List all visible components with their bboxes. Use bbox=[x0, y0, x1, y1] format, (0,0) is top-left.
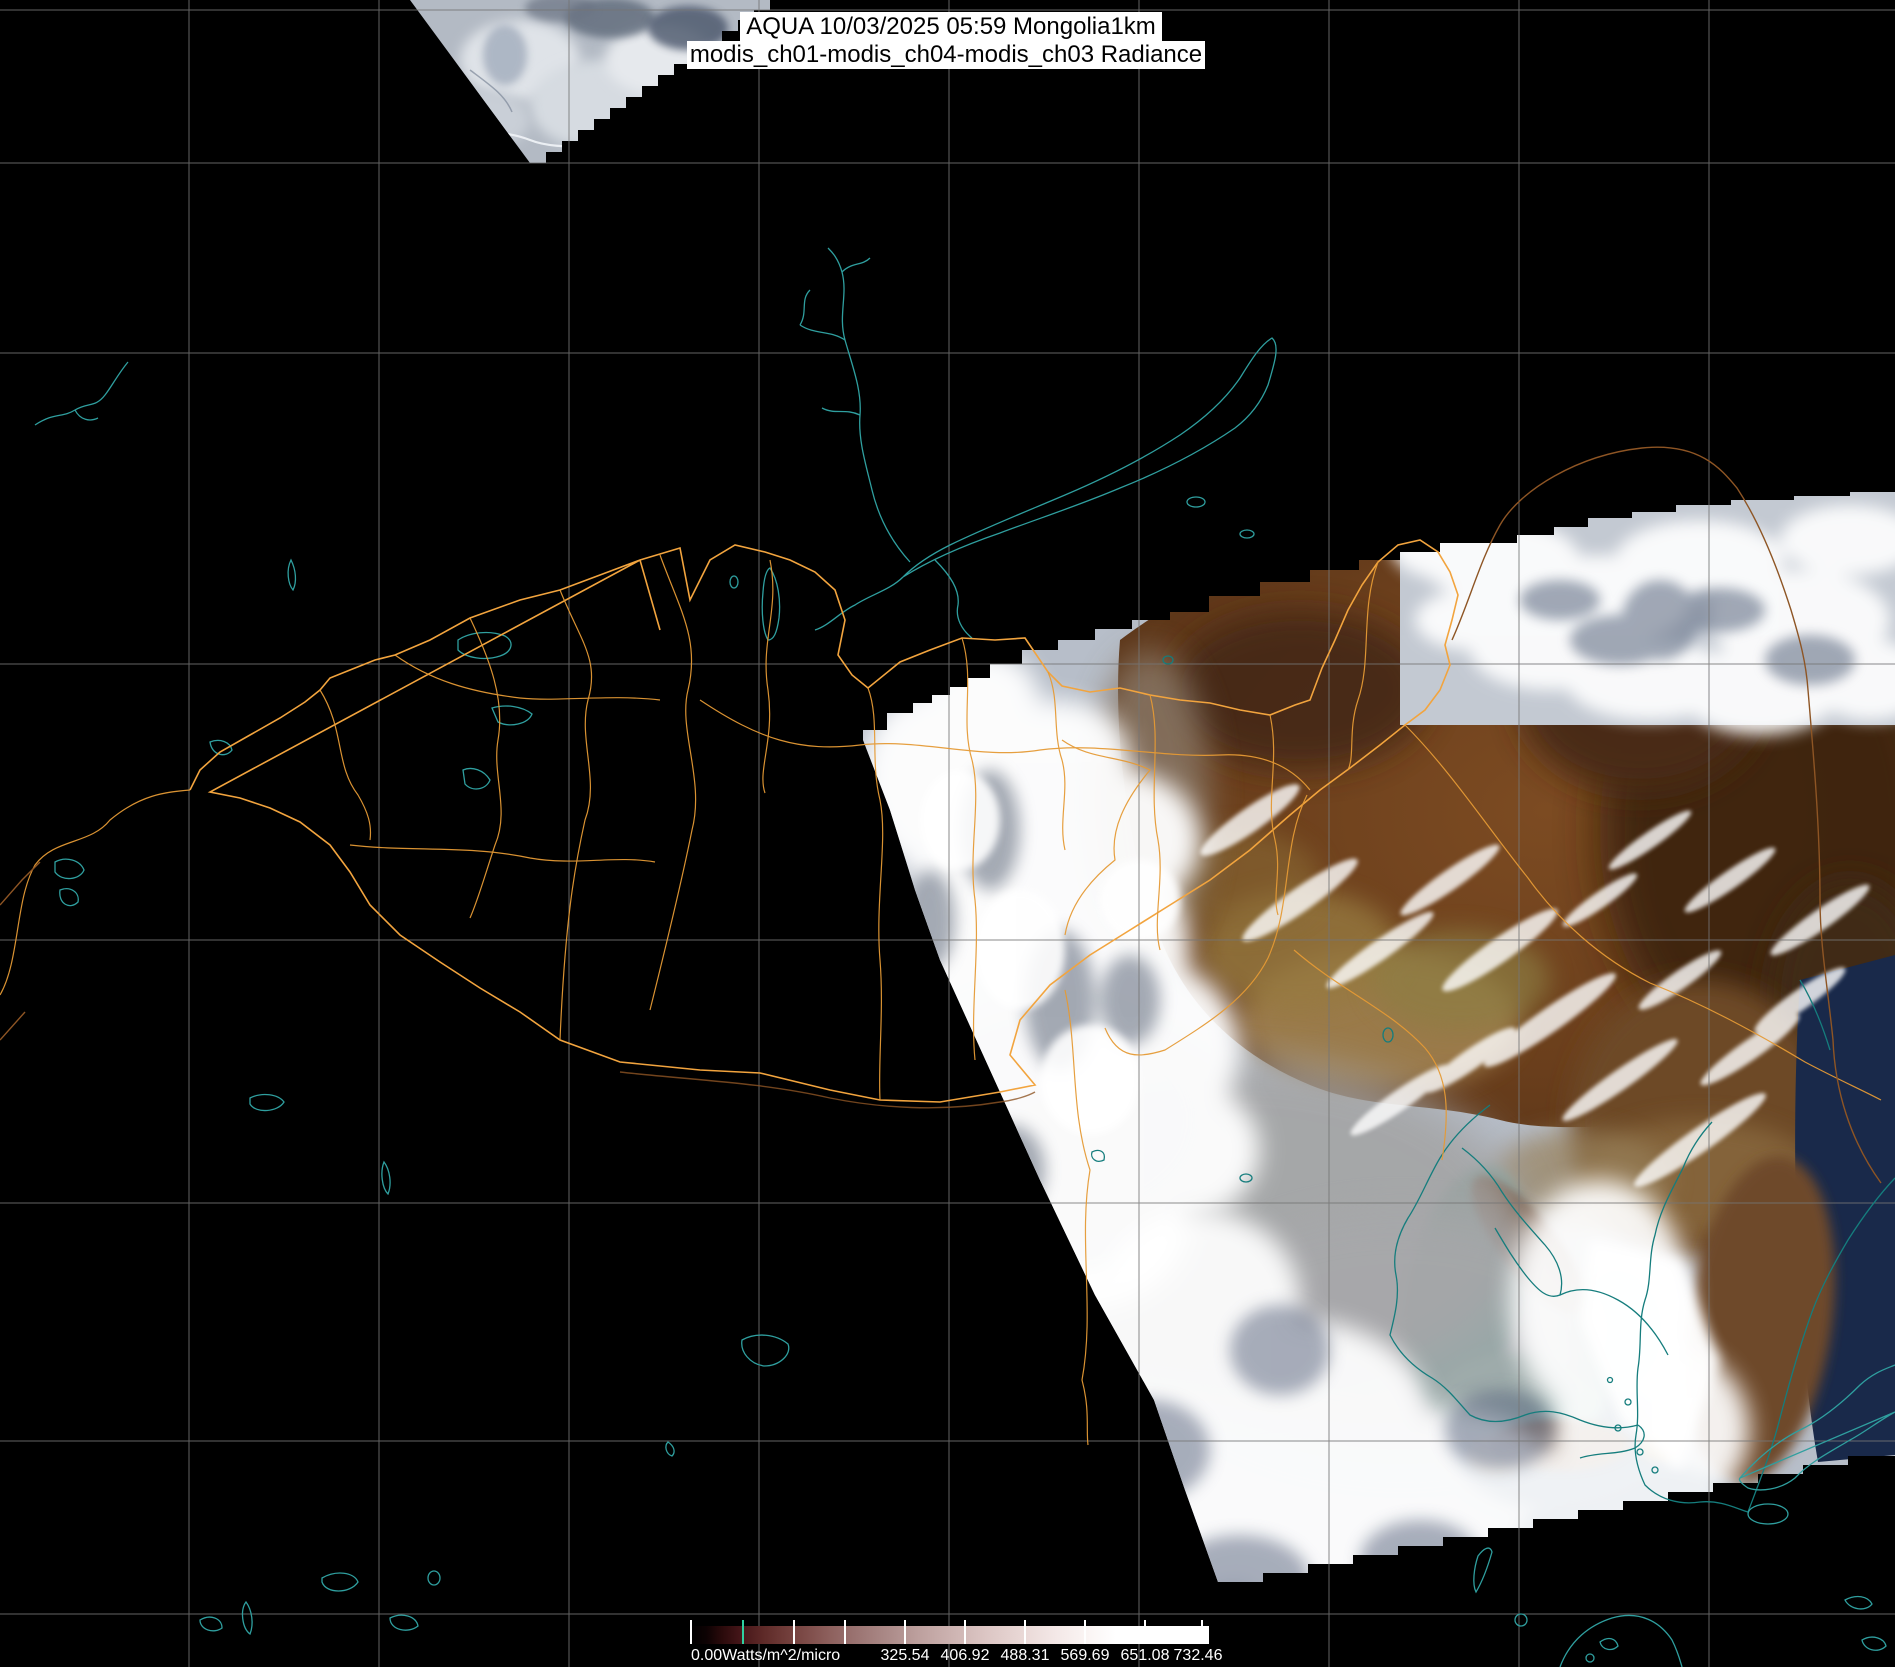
admin-borders bbox=[0, 446, 1882, 1446]
aimag-borders bbox=[319, 554, 1882, 1446]
colorbar-gradient bbox=[691, 1626, 1209, 1644]
title-block: AQUA 10/03/2025 05:59 Mongolia1km modis_… bbox=[687, 12, 1205, 69]
colorbar-tick-label: 569.69 bbox=[1061, 1647, 1110, 1664]
colorbar-tick-label: 488.31 bbox=[1001, 1647, 1050, 1664]
title-line2: modis_ch01-modis_ch04-modis_ch03 Radianc… bbox=[690, 41, 1202, 68]
coastlines bbox=[34, 247, 1895, 1667]
mongolia-border bbox=[189, 539, 1459, 1103]
title-line1: AQUA 10/03/2025 05:59 Mongolia1km bbox=[746, 13, 1156, 40]
colorbar-tick-label: 325.54 bbox=[881, 1647, 930, 1664]
korea-coastline bbox=[1634, 1167, 1895, 1513]
russia-china-border bbox=[1451, 446, 1882, 1184]
jeju-island bbox=[1747, 1503, 1789, 1525]
lake-baikal bbox=[902, 337, 1277, 578]
bohai-coastline bbox=[1389, 1104, 1639, 1429]
colorbar-ticks bbox=[690, 1620, 1203, 1644]
title-line2-box bbox=[687, 41, 1205, 69]
title-line1-box bbox=[740, 12, 1162, 41]
colorbar-unit-label: 0.00Watts/m^2/micro bbox=[691, 1647, 840, 1664]
japan-coastline bbox=[1738, 1364, 1895, 1491]
colorbar-tick-label: 406.92 bbox=[941, 1647, 990, 1664]
colorbar-tick-label: 651.08 bbox=[1121, 1647, 1170, 1664]
colorbar-tick-label: 732.46 bbox=[1174, 1647, 1223, 1664]
satellite-swath-main bbox=[863, 492, 1895, 1582]
colorbar: 0.00Watts/m^2/micro 325.54 406.92 488.31… bbox=[690, 1620, 1223, 1664]
